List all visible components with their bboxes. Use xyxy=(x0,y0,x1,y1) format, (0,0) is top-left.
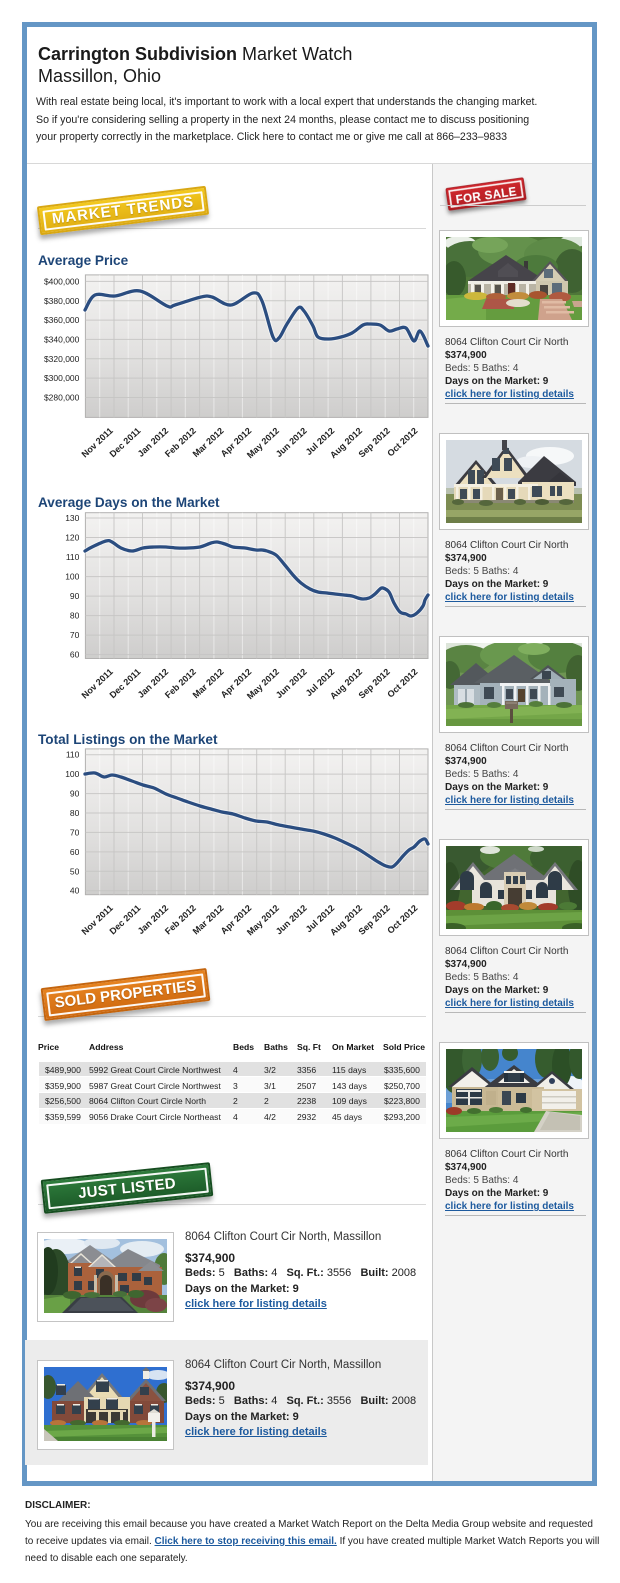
svg-text:80: 80 xyxy=(70,611,80,621)
svg-text:90: 90 xyxy=(70,789,80,799)
svg-text:130: 130 xyxy=(65,513,79,523)
svg-text:$360,000: $360,000 xyxy=(44,315,80,325)
svg-text:120: 120 xyxy=(65,533,79,543)
svg-text:Oct 2012: Oct 2012 xyxy=(385,903,419,936)
svg-text:60: 60 xyxy=(70,847,80,857)
svg-text:110: 110 xyxy=(66,552,80,562)
svg-text:$280,000: $280,000 xyxy=(44,393,80,403)
svg-text:$340,000: $340,000 xyxy=(44,334,80,344)
svg-text:Oct 2012: Oct 2012 xyxy=(385,667,419,700)
svg-text:$400,000: $400,000 xyxy=(44,276,80,286)
svg-text:90: 90 xyxy=(70,591,80,601)
svg-text:100: 100 xyxy=(65,572,79,582)
svg-text:110: 110 xyxy=(66,750,80,760)
svg-text:60: 60 xyxy=(70,650,80,660)
svg-text:40: 40 xyxy=(70,886,80,896)
svg-text:70: 70 xyxy=(70,827,80,837)
svg-text:Oct 2012: Oct 2012 xyxy=(385,426,419,459)
svg-text:70: 70 xyxy=(70,630,80,640)
svg-text:$320,000: $320,000 xyxy=(44,354,80,364)
svg-text:50: 50 xyxy=(70,866,80,876)
svg-text:$300,000: $300,000 xyxy=(44,373,80,383)
svg-text:Jun 2012: Jun 2012 xyxy=(274,667,309,701)
svg-text:Jun 2012: Jun 2012 xyxy=(274,426,309,460)
svg-text:100: 100 xyxy=(65,769,79,779)
svg-text:80: 80 xyxy=(70,808,80,818)
svg-text:$380,000: $380,000 xyxy=(44,296,80,306)
svg-text:Jun 2012: Jun 2012 xyxy=(274,903,309,937)
